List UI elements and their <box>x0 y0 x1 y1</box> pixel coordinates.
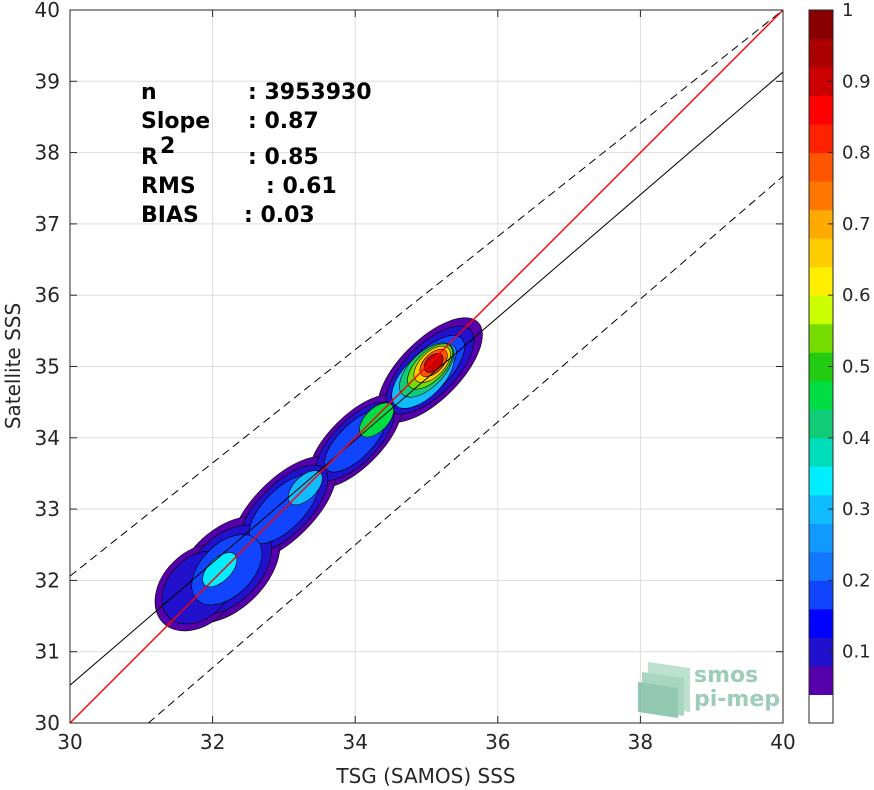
stat-value: : 0.61 <box>266 174 337 199</box>
x-tick-label: 40 <box>770 730 795 754</box>
colorbar-segment <box>809 523 833 553</box>
reference-lines <box>70 10 783 723</box>
colorbar-segment <box>809 95 833 125</box>
y-tick-label: 31 <box>35 640 60 664</box>
y-tick-label: 33 <box>35 497 60 521</box>
x-tick-label: 30 <box>57 730 82 754</box>
colorbar-tick-label: 0.8 <box>842 143 871 164</box>
colorbar-segment <box>809 238 833 268</box>
stat-value: : 3953930 <box>248 80 372 105</box>
colorbar: 0.1 0.2 0.3 0.4 0.5 0.6 0.7 0.8 0.9 1 <box>808 0 871 724</box>
colorbar-segment <box>809 694 833 724</box>
y-axis-ticks: 30 31 32 33 34 35 36 37 38 39 40 <box>35 0 783 735</box>
identity-line <box>70 10 783 723</box>
colorbar-segment <box>809 466 833 496</box>
colorbar-tick-label: 0.2 <box>842 570 871 591</box>
stat-label: Slope <box>141 109 210 134</box>
logo-wave-icon <box>638 662 690 718</box>
y-tick-label: 35 <box>35 355 60 379</box>
colorbar-segment <box>809 437 833 467</box>
logo-text-pimep: pi-mep <box>694 687 780 712</box>
x-tick-label: 38 <box>628 730 653 754</box>
x-tick-label: 36 <box>485 730 510 754</box>
colorbar-tick-label: 0.7 <box>842 214 871 235</box>
colorbar-segment <box>809 665 833 695</box>
stat-value: : 0.87 <box>248 109 319 134</box>
x-axis-label: TSG (SAMOS) SSS <box>335 764 515 788</box>
colorbar-tick-label: 0.9 <box>842 71 871 92</box>
stat-label: R <box>141 145 158 170</box>
stat-value: : 0.85 <box>248 145 319 170</box>
stat-label-superscript: 2 <box>160 134 175 159</box>
colorbar-tick-label: 0.5 <box>842 357 871 378</box>
stat-value: : 0.03 <box>244 203 315 228</box>
y-tick-label: 40 <box>35 0 60 22</box>
colorbar-segment <box>809 152 833 182</box>
colorbar-segment <box>809 38 833 68</box>
y-tick-label: 32 <box>35 568 60 592</box>
colorbar-tick-label: 0.4 <box>842 428 871 449</box>
colorbar-segment <box>809 409 833 439</box>
stat-label: RMS <box>141 174 196 199</box>
colorbar-tick-label: 0.3 <box>842 499 871 520</box>
y-tick-label: 34 <box>35 426 60 450</box>
y-tick-label: 30 <box>35 711 60 735</box>
y-tick-label: 38 <box>35 141 60 165</box>
colorbar-segment <box>809 608 833 638</box>
regression-line <box>70 71 783 686</box>
colorbar-tick-label: 0.1 <box>842 642 871 663</box>
colorbar-segment <box>809 295 833 325</box>
statistics-box: n : 3953930 Slope : 0.87 R 2 : 0.85 RMS : 0.61 BI… <box>141 80 372 228</box>
colorbar-segment <box>809 323 833 353</box>
logo-text-smos: smos <box>694 663 758 688</box>
colorbar-segment <box>809 380 833 410</box>
colorbar-segment <box>809 551 833 581</box>
x-tick-label: 34 <box>342 730 367 754</box>
y-tick-label: 37 <box>35 212 60 236</box>
lower-bound-line <box>148 175 783 723</box>
colorbar-tick-label: 0.6 <box>842 285 871 306</box>
y-tick-label: 36 <box>35 283 60 307</box>
stat-label: n <box>141 80 157 105</box>
colorbar-segment <box>809 10 833 40</box>
y-axis-label: Satellite SSS <box>1 303 25 429</box>
y-tick-label: 39 <box>35 69 60 93</box>
upper-bound-line <box>70 10 783 577</box>
colorbar-segment <box>809 124 833 154</box>
colorbar-tick-label: 1 <box>842 0 853 21</box>
colorbar-segment <box>809 580 833 610</box>
colorbar-segment <box>809 266 833 296</box>
x-axis-ticks: 30 32 34 36 38 40 <box>57 10 796 754</box>
colorbar-segment <box>809 181 833 211</box>
x-tick-label: 32 <box>200 730 225 754</box>
density-peak <box>202 552 238 588</box>
smos-pimep-logo: smos pi-mep <box>638 662 780 718</box>
stat-label: BIAS <box>141 203 199 228</box>
